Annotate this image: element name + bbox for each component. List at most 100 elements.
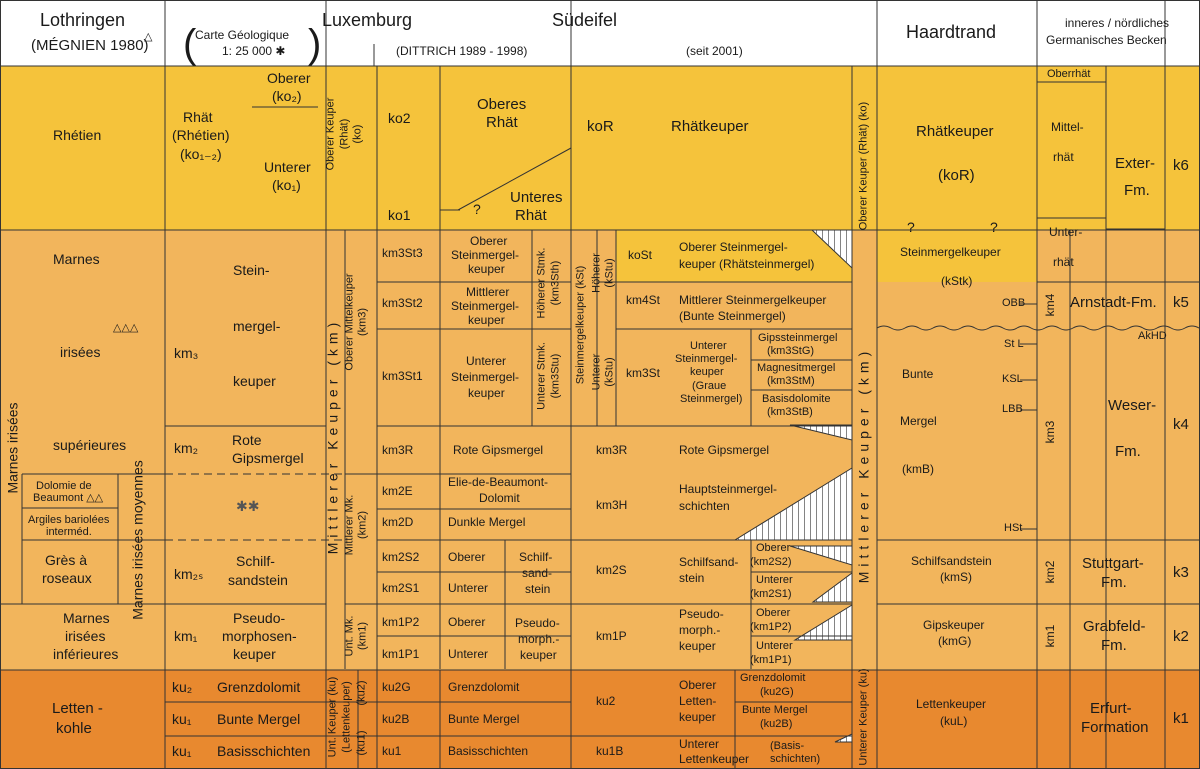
seit-kor: koR	[587, 118, 614, 135]
dit-km1p1: km1P1	[382, 647, 420, 661]
seit-km3st-4: (Graue	[692, 380, 727, 392]
seit-ob-let-3: keuper	[679, 710, 716, 724]
seit-ob-let-2: Letten-	[679, 694, 717, 708]
becken-grab-1: Grabfeld-	[1083, 618, 1146, 635]
dit-unteres-1: Unteres	[510, 189, 563, 206]
dit-st2-1: Mittlerer	[466, 285, 510, 299]
dit-dunkle: Dunkle Mergel	[448, 515, 526, 529]
becken-erfurt-1: Erfurt-	[1090, 700, 1132, 717]
seit-rhaet: Rhätkeuper	[671, 118, 749, 135]
header-luxemburg: Luxemburg	[322, 10, 413, 30]
lux-v-ok-1: Oberer Keuper	[324, 97, 337, 171]
seit-km2s: km2S	[596, 563, 627, 577]
becken-km3: km3	[1042, 420, 1057, 444]
lux-rhaet-1: Rhät	[183, 109, 213, 125]
dit-ko1: ko1	[388, 207, 411, 223]
lux-v-umk-1: Unt. Mk.	[343, 615, 356, 657]
seit-bunte-2: (ku2B)	[760, 718, 793, 730]
seit-un-2: (km2S1)	[750, 588, 792, 600]
seit-basd-2: (km3StB)	[767, 406, 813, 418]
lux-pseudo-2: morphosen-	[222, 628, 297, 644]
dit-rhaet-slant	[457, 147, 572, 211]
lux-v-uk-2: (Lettenkeuper)	[340, 681, 353, 753]
dit-km2s1: km2S1	[382, 581, 420, 595]
seit-magn-1: Magnesitmergel	[757, 362, 836, 374]
dit-st1-1: Unterer	[466, 354, 507, 368]
seit-km4st-1: Mittlerer Steinmergelkeuper	[679, 293, 827, 307]
seit-v-hoeher-2: (kStu)	[603, 258, 616, 288]
header-suedeifel: Südeifel	[552, 10, 618, 30]
seit-gips-1: Gipssteinmergel	[758, 332, 838, 344]
seit-v-smk: Steinmergelkeuper (kSt)	[574, 265, 587, 385]
becken-exter-1: Exter-	[1115, 155, 1156, 172]
becken-erfurt-2: Formation	[1081, 719, 1149, 736]
dit-km3st2: km3St2	[382, 296, 423, 310]
haardt-letten-1: Lettenkeuper	[916, 697, 987, 711]
seit-basis-2: schichten)	[770, 753, 821, 765]
band-lettenkeuper	[0, 670, 1200, 769]
seit-km1p: km1P	[596, 629, 627, 643]
seit-un-let-1: Unterer	[679, 737, 720, 751]
haardt-ksl: KSL	[1002, 373, 1023, 385]
seit-bunte-1: Bunte Mergel	[742, 704, 808, 716]
seit-v-ok: Oberer Keuper (Rhät) (ko)	[857, 101, 870, 231]
becken-weser-2: Fm.	[1115, 443, 1141, 460]
header-dittrich: (DITTRICH 1989 - 1998)	[396, 44, 528, 58]
header-haardtrand: Haardtrand	[906, 22, 997, 42]
seit-grenz-2: (ku2G)	[760, 686, 794, 698]
becken-mittel-1: Mittel-	[1051, 120, 1084, 134]
loth-gres-2: roseaux	[42, 570, 92, 586]
becken-mittel-2: rhät	[1053, 150, 1074, 164]
seit-un-1: Unterer	[756, 574, 793, 586]
dit-st1-2: Steinmergel-	[451, 370, 520, 384]
lux-v-uk-3: (ku2)	[355, 680, 368, 706]
loth-inf-3: inférieures	[53, 646, 119, 662]
dit-km2d: km2D	[382, 515, 414, 529]
lux-bunte: Bunte Mergel	[217, 711, 301, 727]
dit-unterer: Unterer	[448, 581, 489, 595]
lux-km2s: km₂ₛ	[174, 566, 204, 582]
paren-left: (	[183, 22, 197, 66]
dit-pseudo-2: morph.-	[518, 632, 560, 646]
becken-unter-2: rhät	[1053, 255, 1074, 269]
lux-schilf-1: Schilf-	[236, 553, 275, 569]
band-mittelkeuper	[0, 230, 1200, 670]
loth-inf-1: Marnes	[63, 610, 110, 626]
seit-pseudo-2: morph.-	[679, 623, 721, 637]
loth-moyennes-vertical: Marnes irisées moyennes	[129, 460, 146, 620]
dit-st3-2: Steinmergel-	[451, 248, 520, 262]
seit-km3st-2: Steinmergel-	[675, 353, 738, 365]
lux-ku1b: ku₁	[172, 743, 192, 759]
dit-ko2: ko2	[388, 110, 411, 126]
loth-marnes: Marnes	[53, 251, 100, 267]
haardt-kor: (koR)	[938, 167, 975, 184]
loth-gres-1: Grès à	[45, 552, 88, 568]
seit-ku1b: ku1B	[596, 744, 624, 758]
seit-v-mk: Mittlerer Keuper (km)	[855, 346, 872, 584]
lux-unterer-2: (ko₁)	[272, 177, 301, 193]
dit-v-unter-2: (km3Stu)	[549, 353, 562, 399]
dit-rote: Rote Gipsmergel	[453, 443, 544, 457]
seit-rote: Rote Gipsmergel	[679, 443, 770, 457]
loth-letten-2: kohle	[56, 720, 92, 737]
dit-km3st3: km3St3	[382, 246, 423, 260]
lux-rote-2: Gipsmergel	[232, 450, 304, 466]
seit-ob-1: Oberer	[756, 542, 791, 554]
lux-rote-1: Rote	[232, 432, 262, 448]
seit-grenz-1: Grenzdolomit	[740, 672, 806, 684]
haardt-letten-2: (kuL)	[940, 714, 968, 728]
haardt-stl: St L	[1004, 338, 1024, 350]
haardt-schilf-1: Schilfsandstein	[911, 554, 992, 568]
haardt-kmb: (kmB)	[902, 462, 934, 476]
becken-grab-2: Fm.	[1101, 637, 1127, 654]
seit-km3st-5: Steinmergel)	[680, 393, 743, 405]
lux-oberer-2: (ko₂)	[272, 88, 302, 104]
header-carte-2: 1: 25 000 ✱	[222, 44, 286, 58]
haardt-stein: Steinmergelkeuper	[900, 245, 1001, 259]
becken-unter-1: Unter-	[1049, 225, 1083, 239]
dit-v-hoeher-2: (km3Sth)	[549, 260, 562, 306]
seit-haupt-1: Hauptsteinmergel-	[679, 482, 778, 496]
seit-schilf-1: Schilfsand-	[679, 555, 739, 569]
dit-schilf-1: Schilf-	[519, 550, 553, 564]
